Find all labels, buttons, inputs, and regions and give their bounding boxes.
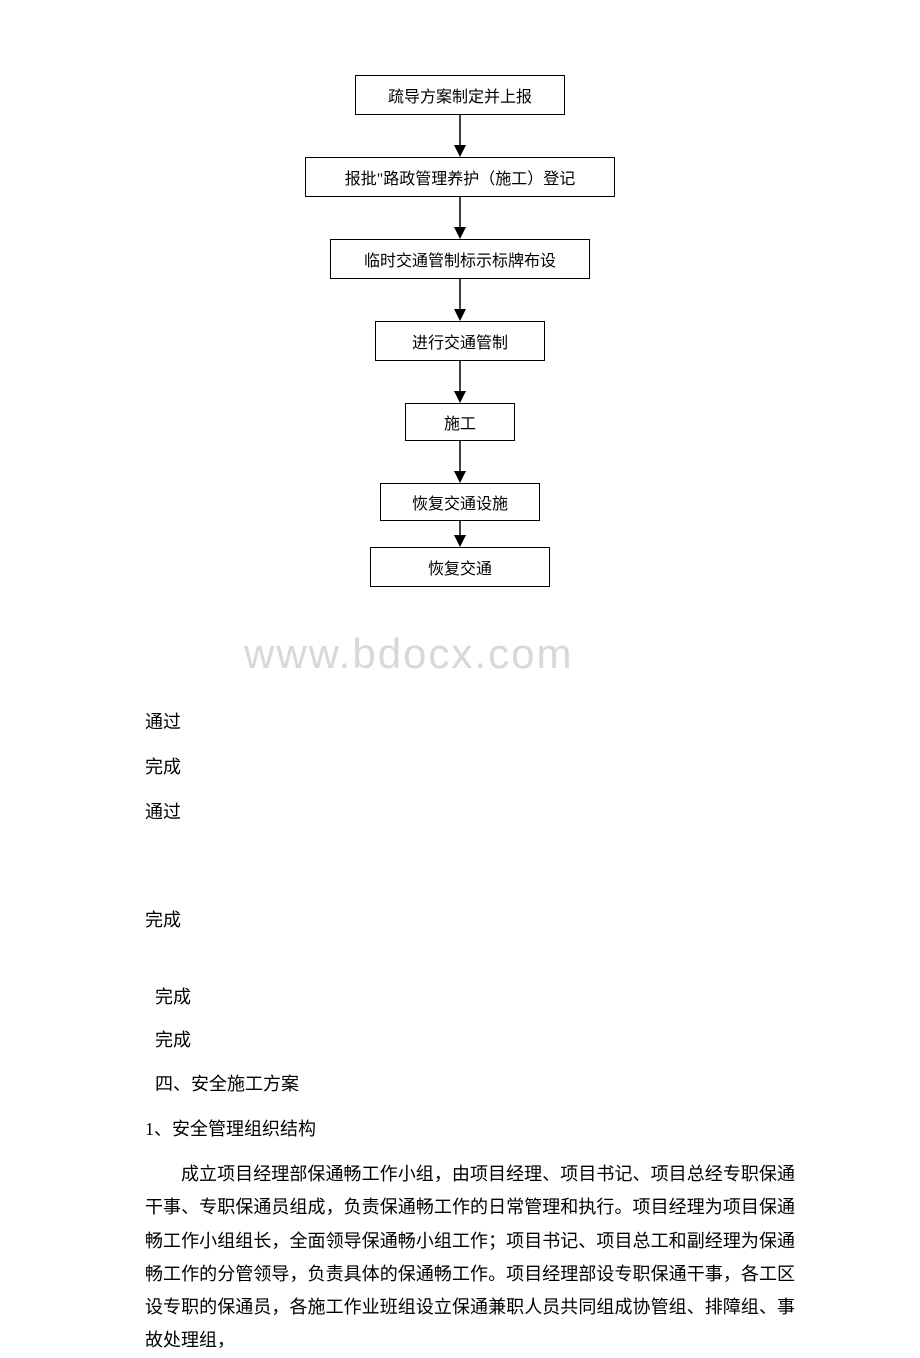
arrow-1 (0, 115, 920, 157)
flowchart: 疏导方案制定并上报 报批"路政管理养护（施工）登记 临时交通管制标示标牌布设 进… (0, 75, 920, 587)
subsection-heading-1: 1、安全管理组织结构 (145, 1117, 785, 1142)
flow-node-3: 临时交通管制标示标牌布设 (330, 239, 590, 279)
arrow-4 (0, 361, 920, 403)
arrow-2 (0, 197, 920, 239)
flow-node-3-label: 临时交通管制标示标牌布设 (364, 247, 556, 271)
watermark: www.bdocx.com (244, 630, 573, 678)
flow-node-7-label: 恢复交通 (428, 555, 492, 579)
flow-node-6-label: 恢复交通设施 (412, 490, 508, 514)
arrow-6 (0, 521, 920, 547)
flow-node-2-label: 报批"路政管理养护（施工）登记 (345, 165, 576, 189)
flow-node-1-label: 疏导方案制定并上报 (388, 83, 532, 107)
flow-node-5: 施工 (405, 403, 515, 441)
arrow-3 (0, 279, 920, 321)
flow-node-4: 进行交通管制 (375, 321, 545, 361)
flow-node-6: 恢复交通设施 (380, 483, 540, 521)
text-line-4: 完成 (145, 908, 785, 933)
paragraph-main: 成立项目经理部保通畅工作小组，由项目经理、项目书记、项目总经专职保通干事、专职保… (145, 1158, 795, 1358)
flow-node-2: 报批"路政管理养护（施工）登记 (305, 157, 615, 197)
flow-node-1: 疏导方案制定并上报 (355, 75, 565, 115)
arrow-5 (0, 441, 920, 483)
flow-node-5-label: 施工 (444, 410, 476, 434)
flow-node-7: 恢复交通 (370, 547, 550, 587)
text-line-5: 完成 (155, 985, 795, 1010)
text-line-2: 完成 (145, 755, 785, 780)
text-line-3: 通过 (145, 800, 785, 825)
text-line-6: 完成 (155, 1028, 795, 1053)
section-heading-4: 四、安全施工方案 (155, 1072, 795, 1097)
flow-node-4-label: 进行交通管制 (412, 329, 508, 353)
text-line-1: 通过 (145, 710, 785, 735)
